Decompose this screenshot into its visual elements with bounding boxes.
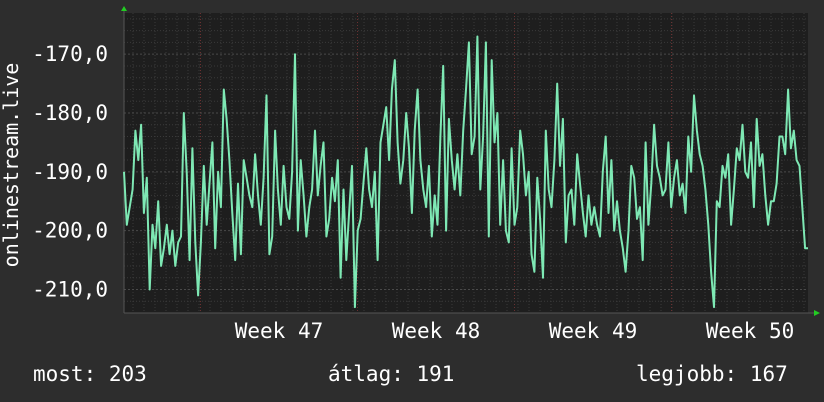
x-tick-label: Week 48 <box>392 319 481 343</box>
y-axis-label: onlinestream.live <box>0 63 23 268</box>
x-tick-label: Week 50 <box>706 319 795 343</box>
y-tick-label: -190,0 <box>32 160 108 184</box>
y-tick-labels: -170,0 -180,0 -190,0 -200,0 -210,0 <box>32 42 108 301</box>
x-tick-labels: Week 47 Week 48 Week 49 Week 50 <box>235 319 795 343</box>
stat-average-value: 191 <box>416 362 455 386</box>
x-axis-arrow-icon <box>814 310 820 316</box>
y-tick-label: -170,0 <box>32 42 108 66</box>
y-tick-label: -180,0 <box>32 101 108 125</box>
x-tick-label: Week 47 <box>235 319 324 343</box>
stat-best-label: legjobb: <box>636 362 738 386</box>
stat-current-value: 203 <box>108 362 147 386</box>
stat-best-value: 167 <box>749 362 788 386</box>
series-line <box>123 35 808 309</box>
y-tick-label: -210,0 <box>32 277 108 301</box>
stat-average: átlag: 191 <box>328 362 454 386</box>
stat-current-label: most: <box>33 362 97 386</box>
y-axis-arrow-icon <box>121 6 127 11</box>
axes <box>121 6 820 316</box>
y-tick-label: -200,0 <box>32 219 108 243</box>
stat-average-label: átlag: <box>328 362 404 386</box>
x-tick-label: Week 49 <box>549 319 638 343</box>
series <box>123 35 808 309</box>
stat-current: most: 203 <box>33 362 147 386</box>
stat-best: legjobb: 167 <box>636 362 788 386</box>
